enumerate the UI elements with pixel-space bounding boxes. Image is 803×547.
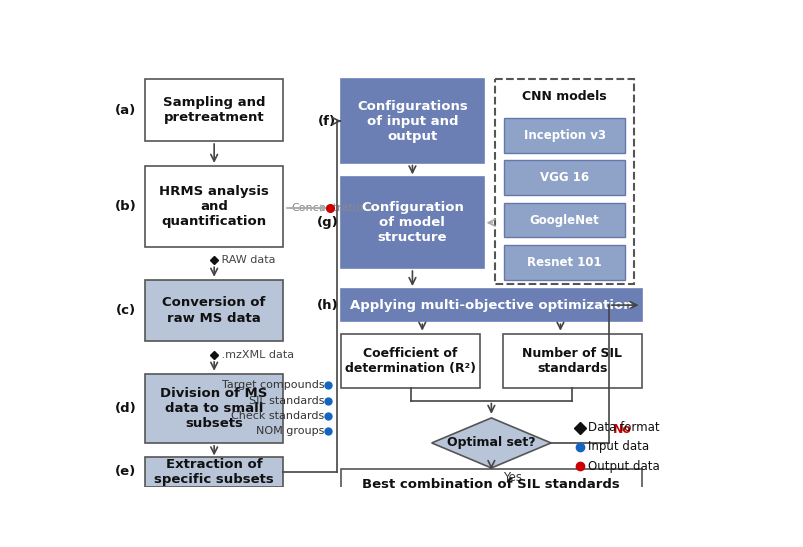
Text: Number of SIL
standards: Number of SIL standards	[522, 347, 622, 375]
Text: Sampling and
pretreatment: Sampling and pretreatment	[163, 96, 265, 124]
Text: SIL standards: SIL standards	[248, 395, 324, 405]
Text: (d): (d)	[115, 402, 137, 415]
Text: (c): (c)	[116, 304, 136, 317]
Text: Target compounds: Target compounds	[222, 380, 324, 390]
Polygon shape	[431, 418, 550, 468]
Text: Inception v3: Inception v3	[523, 129, 605, 142]
FancyBboxPatch shape	[145, 166, 283, 247]
FancyBboxPatch shape	[145, 79, 283, 141]
Text: No: No	[612, 423, 630, 435]
FancyBboxPatch shape	[503, 203, 624, 237]
FancyBboxPatch shape	[503, 245, 624, 280]
Text: Input data: Input data	[587, 440, 648, 453]
FancyBboxPatch shape	[503, 334, 641, 387]
FancyBboxPatch shape	[340, 79, 483, 162]
Text: (e): (e)	[115, 465, 136, 478]
FancyBboxPatch shape	[145, 280, 283, 341]
Text: Data format: Data format	[587, 421, 658, 434]
Text: GoogleNet: GoogleNet	[529, 213, 599, 226]
Text: NOM groups: NOM groups	[255, 427, 324, 437]
Text: RAW data: RAW data	[218, 255, 275, 265]
Text: Configuration
of model
structure: Configuration of model structure	[361, 201, 463, 244]
Text: VGG 16: VGG 16	[540, 171, 589, 184]
Text: Check standards: Check standards	[230, 411, 324, 421]
Text: HRMS analysis
and
quantification: HRMS analysis and quantification	[159, 185, 269, 228]
Text: (h): (h)	[316, 299, 338, 312]
FancyBboxPatch shape	[340, 469, 641, 500]
Text: (b): (b)	[115, 200, 137, 213]
Text: (a): (a)	[115, 104, 136, 117]
Text: Coefficient of
determination (R²): Coefficient of determination (R²)	[344, 347, 475, 375]
Text: Optimal set?: Optimal set?	[446, 437, 535, 450]
FancyBboxPatch shape	[340, 177, 483, 268]
Text: Extraction of
specific subsets: Extraction of specific subsets	[154, 458, 274, 486]
Text: Resnet 101: Resnet 101	[527, 256, 601, 269]
Text: Division of MS
data to small
subsets: Division of MS data to small subsets	[161, 387, 267, 430]
Text: Concentrations: Concentrations	[291, 203, 376, 213]
Text: .mzXML data: .mzXML data	[218, 350, 294, 360]
FancyBboxPatch shape	[145, 374, 283, 443]
Text: Configurations
of input and
output: Configurations of input and output	[357, 100, 467, 143]
FancyBboxPatch shape	[145, 457, 283, 487]
FancyBboxPatch shape	[503, 160, 624, 195]
Text: Yes: Yes	[503, 472, 521, 485]
Text: CNN models: CNN models	[521, 90, 606, 103]
Text: Conversion of
raw MS data: Conversion of raw MS data	[162, 296, 266, 324]
FancyBboxPatch shape	[503, 118, 624, 153]
FancyBboxPatch shape	[495, 79, 633, 283]
Text: Best combination of SIL standards: Best combination of SIL standards	[362, 478, 619, 491]
Text: (g): (g)	[316, 216, 338, 229]
FancyBboxPatch shape	[340, 334, 479, 387]
Text: (f): (f)	[318, 114, 336, 127]
Text: Applying multi-objective optimization: Applying multi-objective optimization	[349, 299, 632, 312]
Text: Output data: Output data	[587, 459, 658, 473]
FancyBboxPatch shape	[340, 289, 641, 321]
